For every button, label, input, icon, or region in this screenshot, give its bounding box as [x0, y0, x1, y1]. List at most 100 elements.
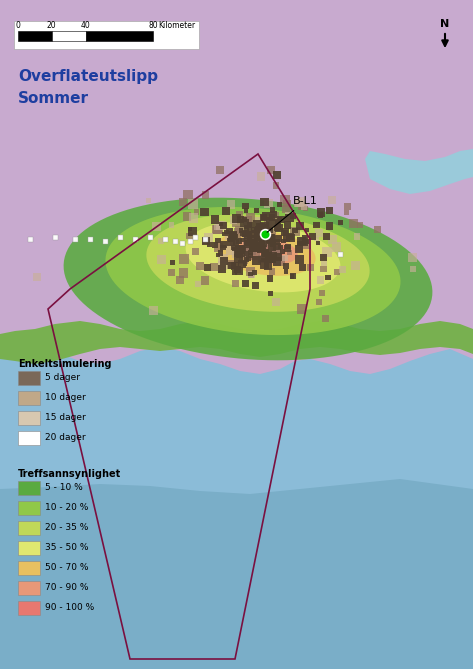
Bar — [231, 245, 236, 250]
Polygon shape — [238, 237, 298, 264]
Bar — [178, 268, 188, 278]
Bar — [188, 199, 198, 209]
Bar — [213, 243, 223, 252]
Bar — [290, 274, 294, 279]
Bar — [243, 235, 249, 242]
Bar — [244, 231, 253, 239]
Text: 40: 40 — [80, 21, 90, 30]
Bar — [285, 244, 291, 250]
Bar — [281, 239, 286, 243]
Bar — [271, 213, 279, 221]
Bar — [298, 264, 306, 271]
Bar — [273, 219, 281, 227]
Bar — [230, 216, 237, 223]
Bar — [254, 235, 260, 241]
Bar — [157, 255, 166, 264]
Bar — [207, 242, 212, 247]
Polygon shape — [105, 207, 401, 335]
Bar — [323, 233, 331, 240]
Bar — [338, 252, 342, 256]
Bar — [271, 246, 281, 256]
Bar — [265, 224, 273, 231]
Bar — [103, 239, 107, 244]
Bar — [244, 226, 249, 231]
Bar — [256, 223, 263, 230]
Bar — [241, 248, 246, 252]
Bar — [322, 248, 332, 257]
Bar — [244, 208, 248, 213]
Bar — [270, 211, 277, 218]
Bar — [18, 601, 40, 615]
Polygon shape — [0, 347, 473, 669]
Text: 80: 80 — [148, 21, 158, 30]
Bar — [252, 256, 261, 265]
Bar — [239, 228, 243, 233]
Bar — [344, 203, 351, 210]
Bar — [202, 238, 208, 244]
Text: 5 - 10 %: 5 - 10 % — [45, 484, 83, 492]
Bar — [289, 273, 296, 278]
Bar — [282, 205, 290, 213]
Bar — [302, 240, 311, 250]
Bar — [222, 207, 230, 215]
Bar — [283, 269, 288, 274]
Bar — [349, 219, 358, 229]
Bar — [220, 257, 228, 265]
Bar — [195, 262, 204, 270]
Bar — [186, 233, 193, 240]
Bar — [236, 249, 245, 258]
Bar — [243, 261, 247, 266]
Bar — [255, 217, 261, 223]
Bar — [351, 262, 359, 270]
Bar — [320, 266, 326, 272]
Bar — [280, 195, 289, 204]
Bar — [261, 197, 269, 206]
Bar — [251, 227, 257, 233]
Bar — [239, 255, 248, 264]
Bar — [88, 237, 93, 242]
Text: 5 dager: 5 dager — [45, 373, 80, 383]
Text: Enkeltsimulering: Enkeltsimulering — [18, 359, 112, 369]
Bar — [297, 304, 306, 314]
Bar — [296, 222, 304, 230]
Bar — [238, 260, 246, 268]
Bar — [339, 266, 346, 274]
Bar — [270, 221, 278, 229]
Bar — [320, 254, 327, 262]
Bar — [307, 264, 314, 272]
Bar — [201, 276, 209, 284]
Bar — [86, 31, 153, 41]
Polygon shape — [254, 242, 286, 256]
Bar — [244, 225, 248, 229]
Bar — [242, 230, 249, 237]
Bar — [248, 253, 253, 258]
Text: 20: 20 — [47, 21, 57, 30]
Bar — [325, 275, 331, 280]
Bar — [232, 270, 237, 275]
Bar — [260, 239, 265, 245]
Bar — [261, 260, 269, 269]
Bar — [249, 248, 253, 252]
Bar — [264, 262, 272, 270]
Bar — [200, 208, 209, 216]
Bar — [280, 249, 285, 254]
Bar — [268, 242, 276, 251]
Bar — [297, 241, 302, 246]
Bar — [269, 255, 273, 259]
Text: 70 - 90 %: 70 - 90 % — [45, 583, 88, 593]
Bar — [249, 230, 257, 237]
Bar — [270, 229, 276, 235]
Text: Overflateutslipp: Overflateutslipp — [18, 69, 158, 84]
Bar — [18, 501, 40, 515]
Bar — [278, 245, 283, 250]
Bar — [266, 236, 276, 246]
Bar — [251, 247, 256, 252]
Bar — [244, 248, 253, 258]
Bar — [267, 235, 276, 244]
Bar — [273, 171, 281, 179]
Text: N: N — [440, 19, 450, 29]
Bar — [286, 233, 295, 242]
Bar — [218, 250, 223, 256]
Bar — [234, 254, 243, 263]
Bar — [288, 233, 294, 239]
